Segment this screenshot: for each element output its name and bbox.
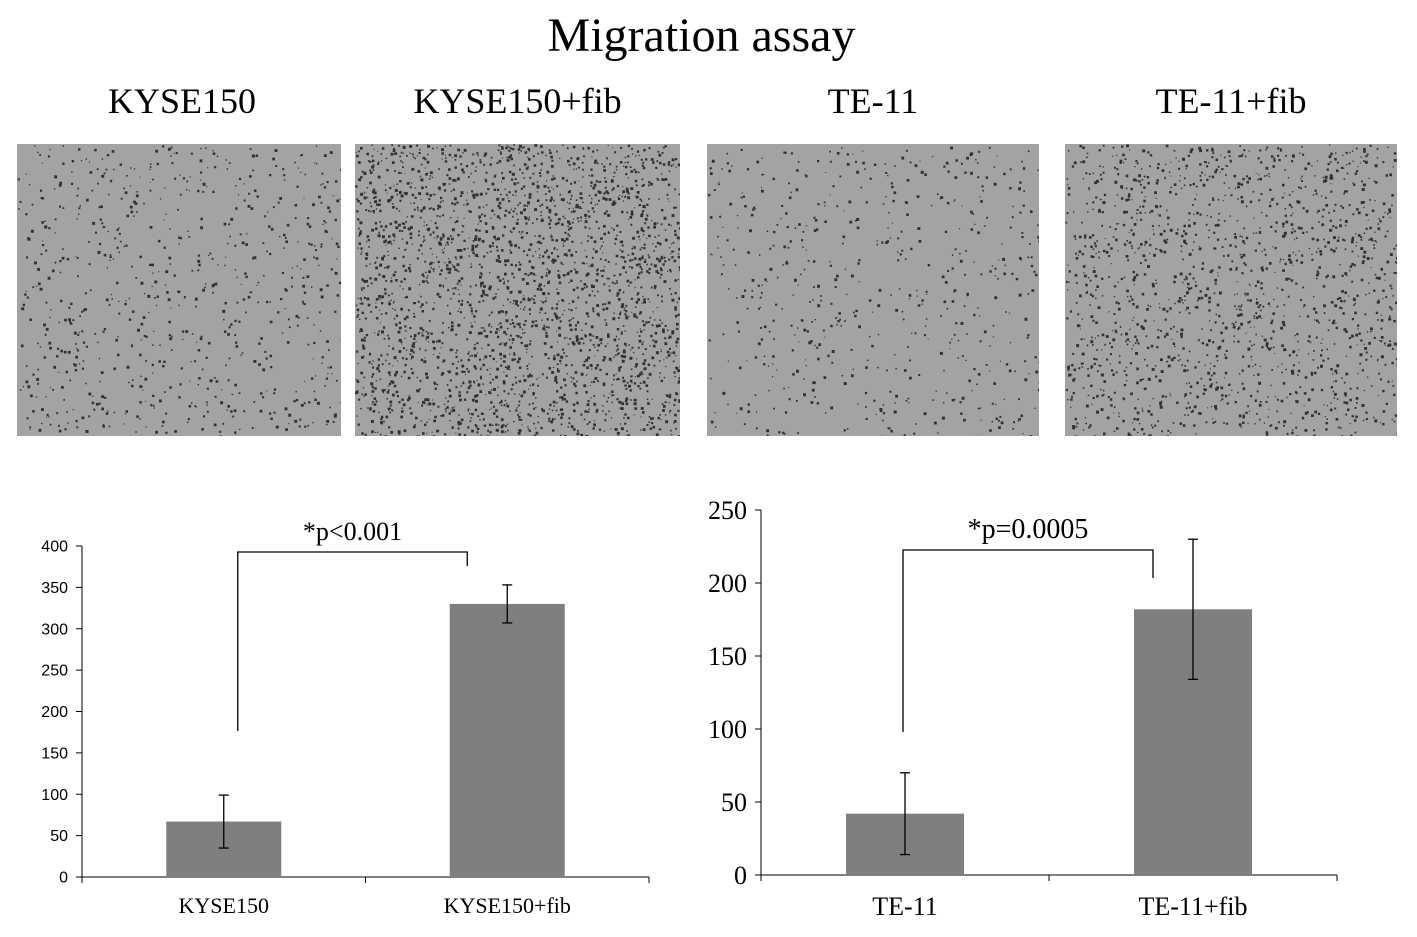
y-tick-label: 50 [50,828,68,845]
p-value-annotation: *p=0.0005 [968,514,1089,545]
cell-stipple [1065,144,1397,436]
y-tick-label: 150 [41,745,68,762]
panel-label-kyse150-fib: KYSE150+fib [413,81,622,121]
cell-stipple [17,145,341,436]
significance-bracket [902,549,1154,732]
y-tick-label: 250 [41,663,68,680]
micrograph-kyse150 [17,144,341,436]
x-category-label: TE-11+fib [1138,892,1247,921]
y-tick-label: 300 [41,621,68,638]
bar-chart-te11: 0 50 100 150 200 250 TE-11 TE-11+fib *p=0.0005 [708,496,1338,921]
cell-stipple [355,144,680,436]
bar-chart-kyse150: 0 50 100 150 200 250 300 350 400 KYSE150 KYSE150+f… [41,517,650,918]
panel-label-te11: TE-11 [827,81,919,121]
y-tick-label: 100 [41,787,68,804]
panel-label-te11-fib: TE-11+fib [1155,81,1307,121]
y-tick-label: 50 [721,788,747,817]
y-tick-label: 100 [708,715,747,744]
panel-label-kyse150: KYSE150 [107,81,256,121]
y-tick-label: 400 [41,539,68,556]
x-category-label: KYSE150+fib [444,893,571,918]
x-category-label: KYSE150 [179,893,269,918]
bar-kyse150-fib [449,603,565,877]
significance-bracket [237,551,468,731]
micrograph-te11 [707,144,1039,436]
y-tick-label: 0 [59,870,68,887]
y-tick-label: 200 [708,569,747,598]
y-tick-label: 150 [708,642,747,671]
y-tick-label: 200 [41,704,68,721]
figure-title: Migration assay [547,9,856,62]
x-category-label: TE-11 [872,892,937,921]
y-tick-label: 350 [41,580,68,597]
y-tick-label: 0 [734,861,747,890]
cell-stipple [708,146,1039,436]
y-tick-label: 250 [708,496,747,525]
micrograph-kyse150-fib [355,144,680,436]
micrograph-te11-fib [1065,144,1397,436]
p-value-annotation: *p<0.001 [303,517,402,546]
